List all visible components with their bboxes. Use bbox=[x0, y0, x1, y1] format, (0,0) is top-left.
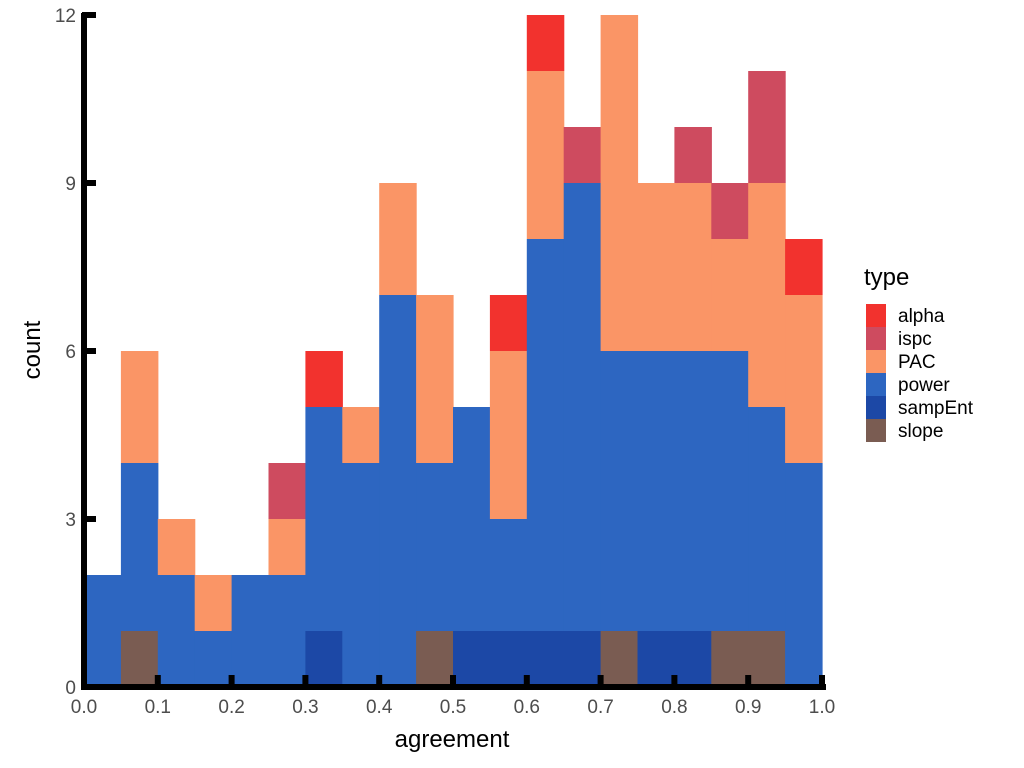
bar-segment-power-bin-5 bbox=[268, 575, 306, 687]
legend-label-alpha: alpha bbox=[898, 306, 945, 327]
bar-segment-pac-bin-11 bbox=[489, 351, 528, 519]
bar-segment-power-bin-9 bbox=[416, 463, 454, 631]
x-tick-label: 0.6 bbox=[514, 697, 540, 718]
bar-segment-alpha-bin-6 bbox=[305, 351, 343, 407]
bar-segment-pac-bin-2 bbox=[157, 519, 196, 575]
bar-segment-pac-bin-1 bbox=[120, 351, 159, 463]
bar-segment-power-bin-17 bbox=[711, 351, 749, 631]
bar-segment-pac-bin-7 bbox=[342, 407, 380, 463]
bar-segment-ispc-bin-17 bbox=[711, 183, 749, 239]
x-axis-title: agreement bbox=[395, 726, 510, 753]
bar-segment-slope-bin-9 bbox=[416, 631, 454, 687]
bar-segment-power-bin-7 bbox=[342, 463, 380, 687]
bar-segment-slope-bin-17 bbox=[711, 631, 749, 687]
y-axis-title: count bbox=[19, 320, 46, 379]
bar-segment-power-bin-3 bbox=[194, 631, 233, 687]
bar-segment-pac-bin-16 bbox=[674, 183, 712, 351]
bar-segment-power-bin-11 bbox=[489, 519, 528, 631]
x-tick-label: 1.0 bbox=[809, 697, 835, 718]
bar-segment-slope-bin-18 bbox=[748, 631, 786, 687]
bar-segment-ispc-bin-18 bbox=[748, 71, 786, 183]
bar-segment-slope-bin-14 bbox=[600, 631, 639, 687]
bars-layer bbox=[84, 15, 823, 687]
x-tick-label: 0.3 bbox=[292, 697, 318, 718]
bar-segment-power-bin-18 bbox=[748, 407, 786, 631]
bar-segment-power-bin-10 bbox=[453, 407, 491, 631]
legend-label-pac: PAC bbox=[898, 352, 936, 373]
bar-segment-ispc-bin-5 bbox=[268, 463, 306, 519]
x-tick-label: 0.8 bbox=[661, 697, 687, 718]
bar-segment-power-bin-16 bbox=[674, 351, 712, 631]
x-tick-label: 0.2 bbox=[218, 697, 244, 718]
bar-segment-alpha-bin-11 bbox=[489, 295, 528, 351]
bar-segment-power-bin-8 bbox=[379, 295, 417, 687]
bar-segment-power-bin-6 bbox=[305, 407, 343, 631]
legend-key-slope bbox=[866, 419, 886, 442]
bar-segment-sampent-bin-16 bbox=[674, 631, 712, 687]
bar-segment-pac-bin-19 bbox=[785, 295, 823, 463]
x-tick-label: 0.4 bbox=[366, 697, 393, 718]
legend-label-slope: slope bbox=[898, 421, 943, 442]
x-tick-label: 0.7 bbox=[587, 697, 613, 718]
x-tick-label: 0.0 bbox=[71, 697, 97, 718]
bar-segment-power-bin-1 bbox=[120, 463, 159, 631]
bar-segment-sampent-bin-10 bbox=[453, 631, 491, 687]
legend-key-ispc bbox=[866, 327, 886, 350]
x-tick-label: 0.1 bbox=[145, 697, 171, 718]
ticks-layer: 0.0 0.1 0.2 0.3 0.4 0.5 0.6 0.7 0.8 0.9 1.0 0 3 6 9 12 bbox=[55, 6, 835, 718]
bar-segment-power-bin-15 bbox=[637, 351, 675, 631]
legend-key-alpha bbox=[866, 304, 886, 327]
legend-label-ispc: ispc bbox=[898, 329, 932, 350]
y-tick-label: 3 bbox=[65, 510, 76, 531]
bar-segment-pac-bin-18 bbox=[748, 183, 786, 407]
bar-segment-pac-bin-5 bbox=[268, 519, 306, 575]
bar-segment-pac-bin-9 bbox=[416, 295, 454, 463]
bar-segment-ispc-bin-16 bbox=[674, 127, 712, 183]
bar-segment-pac-bin-12 bbox=[526, 71, 565, 239]
bar-segment-sampent-bin-15 bbox=[637, 631, 675, 687]
y-tick-label: 0 bbox=[65, 678, 76, 699]
x-tick-label: 0.5 bbox=[440, 697, 466, 718]
legend-label-sampent: sampEnt bbox=[898, 398, 974, 419]
legend-key-pac bbox=[866, 350, 886, 373]
bar-segment-pac-bin-15 bbox=[637, 183, 675, 351]
bar-segment-sampent-bin-12 bbox=[526, 631, 565, 687]
bar-segment-sampent-bin-13 bbox=[563, 631, 602, 687]
bar-segment-pac-bin-8 bbox=[379, 183, 417, 295]
bar-segment-power-bin-2 bbox=[157, 575, 196, 687]
bar-segment-pac-bin-3 bbox=[194, 575, 233, 631]
legend-label-power: power bbox=[898, 375, 950, 396]
bar-segment-ispc-bin-13 bbox=[563, 127, 602, 183]
legend-key-power bbox=[866, 373, 886, 396]
bar-segment-pac-bin-17 bbox=[711, 239, 749, 351]
bar-segment-power-bin-19 bbox=[785, 463, 823, 687]
bar-segment-power-bin-14 bbox=[600, 351, 639, 631]
bar-segment-alpha-bin-12 bbox=[526, 15, 565, 71]
y-tick-label: 6 bbox=[65, 342, 76, 363]
bar-segment-power-bin-13 bbox=[563, 183, 602, 631]
bar-segment-power-bin-0 bbox=[84, 575, 122, 687]
bar-segment-power-bin-4 bbox=[231, 575, 270, 687]
bar-segment-sampent-bin-11 bbox=[489, 631, 528, 687]
y-tick-label: 9 bbox=[65, 174, 76, 195]
legend-title: type bbox=[864, 264, 909, 291]
x-tick-label: 0.9 bbox=[735, 697, 761, 718]
bar-segment-pac-bin-14 bbox=[600, 15, 639, 351]
bar-segment-power-bin-12 bbox=[526, 239, 565, 631]
bar-segment-sampent-bin-6 bbox=[305, 631, 343, 687]
y-tick-label: 12 bbox=[55, 6, 76, 27]
bar-segment-slope-bin-1 bbox=[120, 631, 159, 687]
bar-segment-alpha-bin-19 bbox=[785, 239, 823, 295]
legend-key-sampent bbox=[866, 396, 886, 419]
